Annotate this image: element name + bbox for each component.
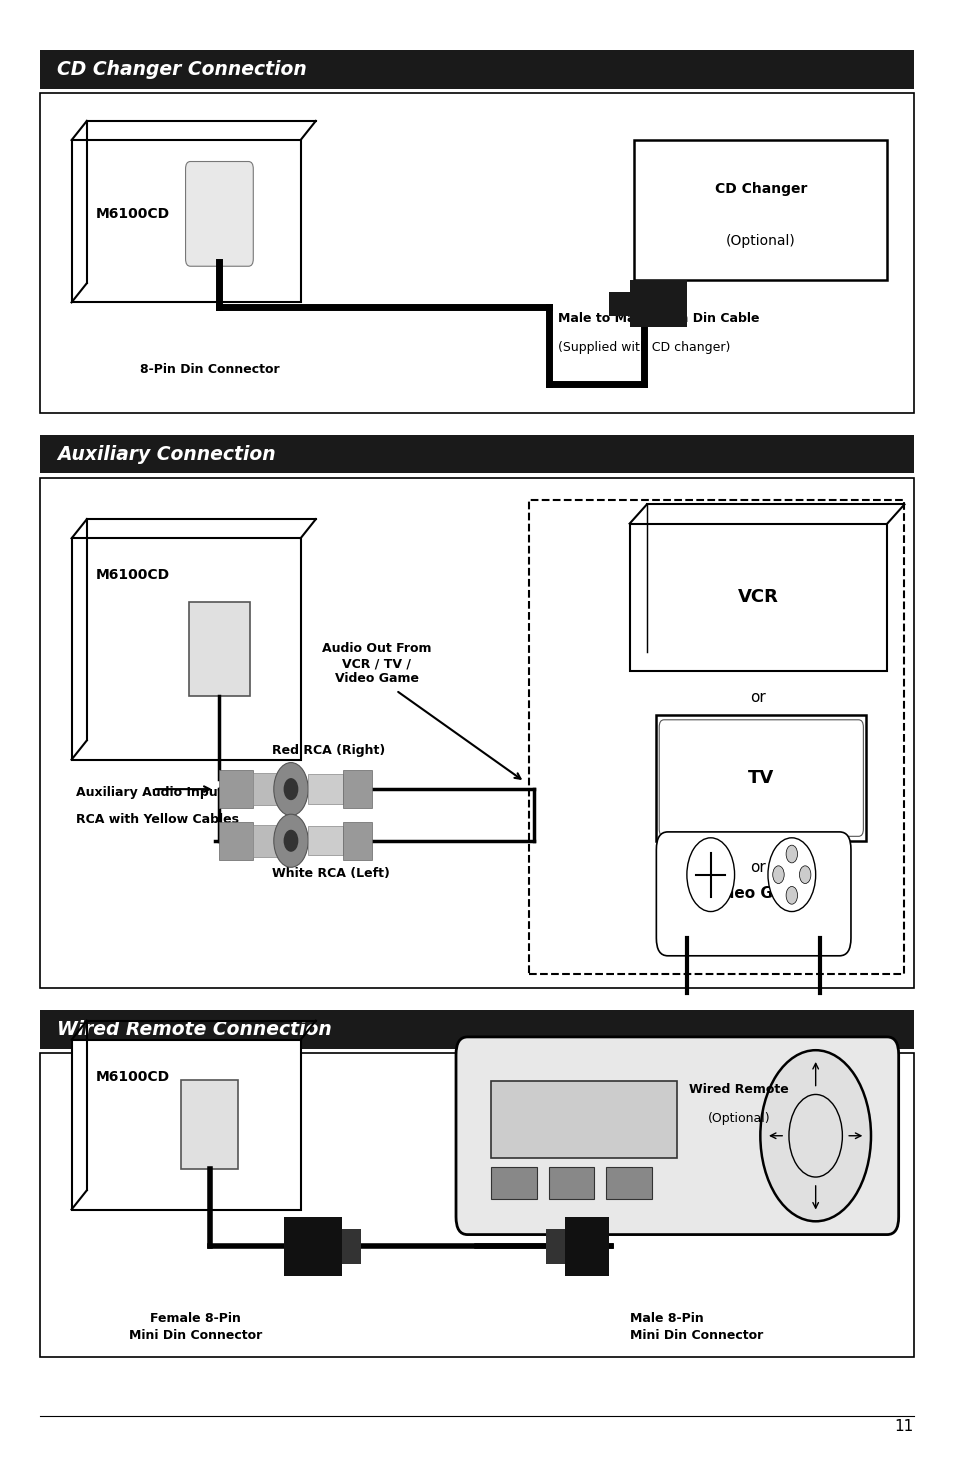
Bar: [71, 538, 300, 760]
Text: TV: TV: [747, 768, 774, 788]
Bar: [548, 1167, 594, 1199]
Text: Video Game: Video Game: [706, 886, 809, 901]
Bar: [343, 822, 372, 860]
Circle shape: [686, 838, 734, 912]
Text: Wired Remote: Wired Remote: [689, 1083, 788, 1096]
Bar: [545, 1229, 564, 1264]
Bar: [71, 1040, 300, 1210]
Bar: [40, 50, 913, 88]
Bar: [629, 524, 886, 671]
Bar: [634, 140, 886, 280]
Circle shape: [788, 1094, 841, 1177]
Text: (Supplied with CD changer): (Supplied with CD changer): [558, 341, 730, 354]
Bar: [629, 280, 686, 327]
FancyBboxPatch shape: [659, 720, 862, 836]
Bar: [181, 1080, 238, 1168]
Text: M6100CD: M6100CD: [95, 568, 170, 583]
Text: RCA with Yellow Cables: RCA with Yellow Cables: [76, 813, 239, 826]
Text: 11: 11: [894, 1419, 913, 1434]
Text: Wired Remote Connection: Wired Remote Connection: [57, 1021, 332, 1038]
Text: M6100CD: M6100CD: [95, 207, 170, 221]
Bar: [491, 1081, 677, 1158]
Text: M6100CD: M6100CD: [95, 1069, 170, 1084]
Text: (Optional): (Optional): [707, 1112, 770, 1125]
Bar: [40, 1010, 913, 1049]
Circle shape: [767, 838, 815, 912]
FancyBboxPatch shape: [185, 161, 253, 266]
Text: (Optional): (Optional): [725, 235, 795, 248]
Circle shape: [274, 763, 308, 816]
Text: Mini Din Connector: Mini Din Connector: [129, 1329, 262, 1342]
Circle shape: [284, 830, 297, 851]
Text: or: or: [750, 690, 765, 705]
Text: or: or: [750, 860, 765, 875]
Text: CD Changer Connection: CD Changer Connection: [57, 60, 307, 78]
Circle shape: [785, 886, 797, 904]
Text: 8-Pin Din Connector: 8-Pin Din Connector: [140, 363, 279, 376]
Bar: [341, 1229, 360, 1264]
Circle shape: [284, 779, 297, 799]
Bar: [529, 500, 903, 974]
Bar: [564, 1217, 608, 1276]
Text: VCR: VCR: [738, 589, 778, 606]
Text: CD Changer: CD Changer: [714, 183, 806, 196]
FancyBboxPatch shape: [656, 832, 850, 956]
Bar: [253, 825, 276, 857]
Bar: [71, 140, 300, 302]
Bar: [343, 770, 372, 808]
Circle shape: [785, 845, 797, 863]
Bar: [188, 165, 250, 263]
Bar: [219, 822, 253, 860]
Bar: [40, 435, 913, 473]
Bar: [219, 770, 253, 808]
Text: White RCA (Left): White RCA (Left): [272, 867, 390, 881]
Text: Mini Din Connector: Mini Din Connector: [629, 1329, 762, 1342]
Text: Auxiliary Connection: Auxiliary Connection: [57, 445, 275, 463]
Text: Audio Out From
VCR / TV /
Video Game: Audio Out From VCR / TV / Video Game: [322, 642, 431, 686]
Text: Male 8-Pin: Male 8-Pin: [629, 1311, 702, 1325]
Bar: [491, 1167, 537, 1199]
Bar: [284, 1217, 341, 1276]
Bar: [40, 93, 913, 413]
Bar: [308, 774, 343, 804]
Text: Male to Male 8-Pin Din Cable: Male to Male 8-Pin Din Cable: [558, 311, 759, 324]
Circle shape: [799, 866, 810, 884]
FancyBboxPatch shape: [456, 1037, 898, 1235]
Bar: [656, 715, 865, 841]
Circle shape: [274, 814, 308, 867]
Bar: [308, 826, 343, 856]
Text: Red RCA (Right): Red RCA (Right): [272, 743, 385, 757]
Bar: [608, 292, 629, 316]
Bar: [40, 478, 913, 988]
Text: Auxiliary Audio Input: Auxiliary Audio Input: [76, 786, 224, 799]
Circle shape: [760, 1050, 870, 1221]
Bar: [253, 773, 276, 805]
Circle shape: [772, 866, 783, 884]
Bar: [189, 602, 250, 696]
Text: Female 8-Pin: Female 8-Pin: [150, 1311, 241, 1325]
Bar: [605, 1167, 651, 1199]
Bar: [40, 1053, 913, 1357]
